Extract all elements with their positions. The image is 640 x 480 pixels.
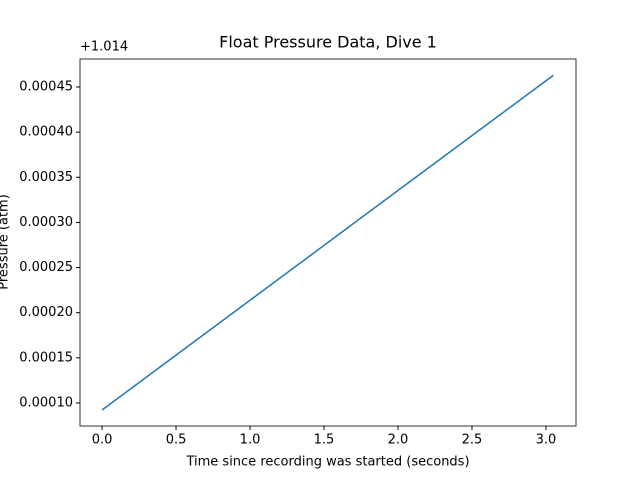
x-tick-label: 1.5	[314, 433, 335, 448]
y-offset-label: +1.014	[80, 40, 128, 55]
y-tick-label: 0.00020	[19, 305, 73, 320]
x-tick-label: 2.5	[462, 433, 483, 448]
y-tick-label: 0.00030	[19, 215, 73, 230]
x-axis-label: Time since recording was started (second…	[185, 455, 469, 470]
x-tick-label: 0.0	[92, 433, 113, 448]
y-tick-label: 0.00010	[19, 395, 73, 410]
y-tick-label: 0.00015	[19, 350, 73, 365]
plot-frame	[79, 58, 577, 427]
x-tick-label: 0.5	[166, 433, 187, 448]
y-tick-label: 0.00035	[19, 170, 73, 185]
y-tick-label: 0.00025	[19, 260, 73, 275]
x-tick-label: 3.0	[536, 433, 557, 448]
y-tick-label: 0.00040	[19, 125, 73, 140]
y-axis-label: Pressure (atm)	[0, 194, 12, 290]
x-tick-label: 2.0	[388, 433, 409, 448]
y-tick-label: 0.00045	[19, 79, 73, 94]
x-tick-label: 1.0	[240, 433, 261, 448]
line	[101, 74, 554, 411]
chart-title: Float Pressure Data, Dive 1	[219, 33, 437, 52]
